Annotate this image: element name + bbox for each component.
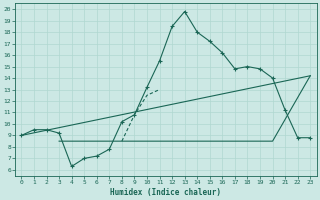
X-axis label: Humidex (Indice chaleur): Humidex (Indice chaleur) — [110, 188, 221, 197]
